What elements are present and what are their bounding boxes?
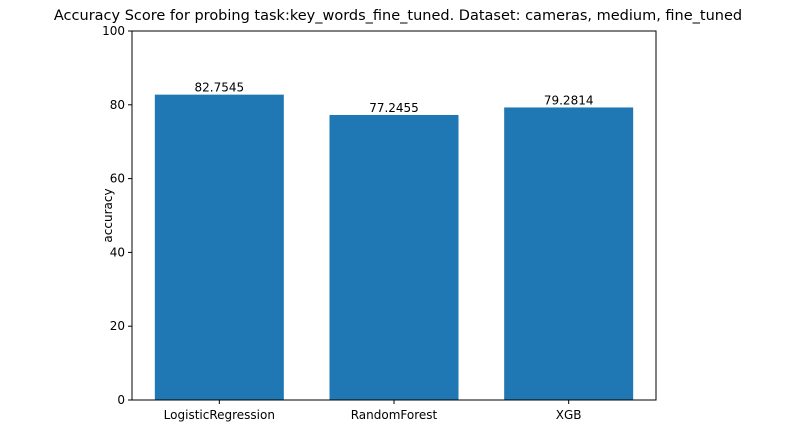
y-axis-label: accuracy [101, 188, 115, 242]
y-tick-label-40: 40 [110, 245, 125, 259]
x-tick-label-xgb: XGB [556, 408, 582, 422]
y-tick-label-20: 20 [110, 319, 125, 333]
y-tick-label-60: 60 [110, 172, 125, 186]
x-tick-label-logisticregression: LogisticRegression [164, 408, 275, 422]
chart-title: Accuracy Score for probing task:key_word… [54, 8, 742, 24]
bar-randomforest [329, 114, 459, 401]
plot-area: 82.7545 LogisticRegression 77.2455 RandomFo… [102, 24, 657, 422]
y-tick-label-100: 100 [102, 24, 125, 38]
value-label-logisticregression: 82.7545 [195, 81, 245, 95]
y-tick-label-0: 0 [117, 393, 125, 407]
value-label-randomforest: 77.2455 [369, 101, 419, 115]
y-tick-label-80: 80 [110, 98, 125, 112]
x-tick-label-randomforest: RandomForest [351, 408, 438, 422]
bar-xgb [504, 107, 634, 400]
plot-frame [131, 30, 657, 401]
bar-logisticregression [154, 94, 284, 400]
value-label-xgb: 79.2814 [544, 93, 594, 107]
